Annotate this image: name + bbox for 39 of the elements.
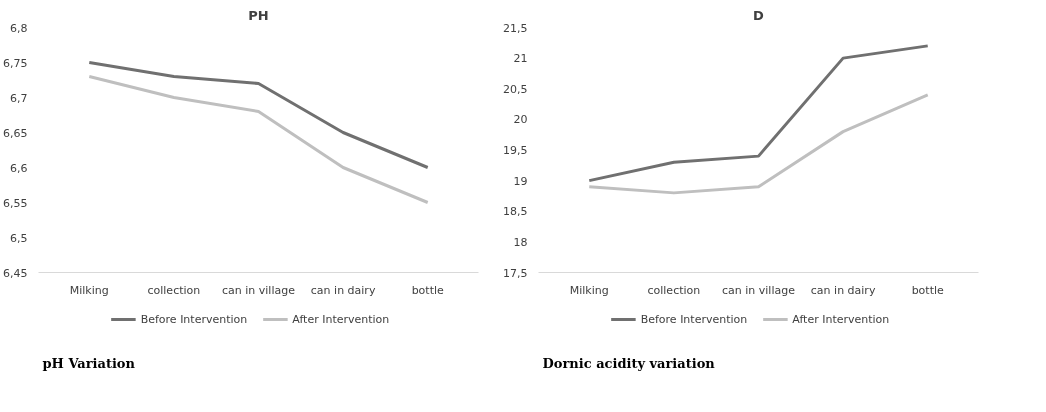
y-tick-label: 6,6 (10, 161, 28, 175)
x-tick-label: collection (647, 283, 701, 297)
x-tick-label: can in village (222, 283, 296, 297)
y-tick-label: 6,45 (3, 266, 28, 280)
x-tick-label: bottle (911, 283, 945, 297)
y-tick-label: 20,5 (503, 82, 528, 96)
x-tick-label: Milking (69, 283, 109, 297)
legend-label: After Intervention (292, 312, 390, 326)
legend-label: Before Intervention (640, 312, 748, 326)
y-tick-label: 17,5 (503, 266, 528, 280)
y-tick-label: 21 (513, 52, 528, 66)
line-series (587, 93, 930, 195)
line-series (87, 61, 430, 169)
x-tick-label: can in village (722, 283, 796, 297)
x-tick-label: can in dairy (810, 283, 876, 297)
x-tick-label: bottle (411, 283, 445, 297)
line-series (587, 44, 930, 183)
chart-title: PH (248, 7, 269, 23)
y-tick-label: 6,75 (3, 56, 28, 70)
y-tick-label: 6,8 (10, 21, 28, 35)
y-tick-label: 6,7 (10, 91, 28, 105)
y-tick-label: 18,5 (503, 205, 528, 219)
y-tick-label: 18 (513, 235, 528, 249)
x-tick-label: Milking (569, 283, 609, 297)
legend-label: Before Intervention (140, 312, 248, 326)
x-tick-label: collection (147, 283, 201, 297)
y-tick-label: 6,5 (10, 231, 28, 245)
x-tick-label: can in dairy (310, 283, 376, 297)
text: pH Variation (42, 355, 136, 371)
legend-label: After Intervention (792, 312, 890, 326)
chart-title: D (753, 7, 765, 23)
text: Dornic acidity variation (542, 355, 716, 371)
y-tick-label: 19,5 (503, 144, 528, 157)
y-tick-label: 21,5 (503, 21, 528, 35)
y-tick-label: 6,65 (3, 126, 28, 140)
line-series (87, 75, 430, 204)
y-tick-label: 6,55 (3, 196, 28, 210)
y-tick-label: 20 (513, 113, 528, 127)
y-tick-label: 19 (513, 174, 528, 188)
